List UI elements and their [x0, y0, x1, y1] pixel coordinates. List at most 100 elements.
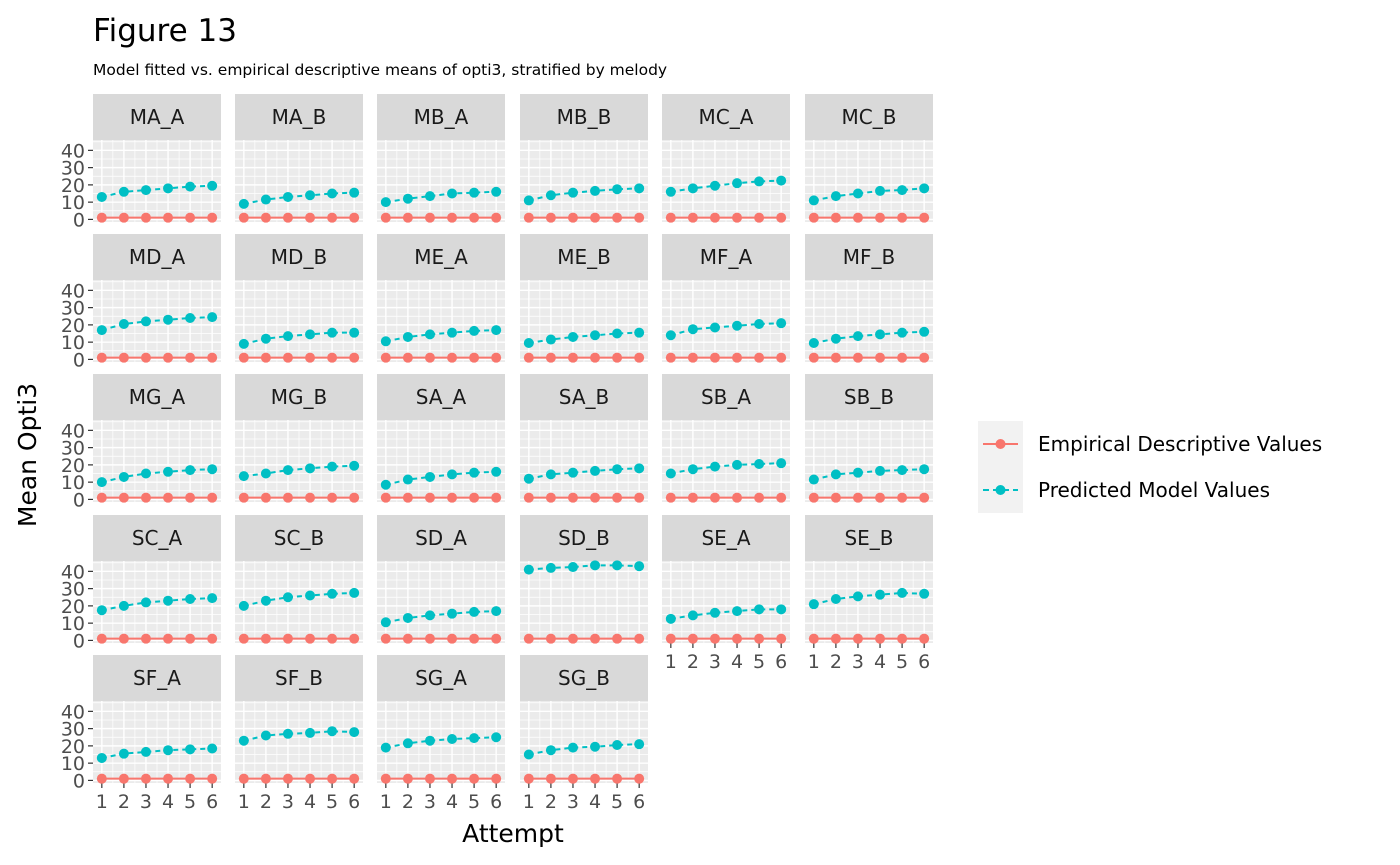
facet-strip-label: SC_B — [274, 526, 324, 550]
empirical-point — [545, 492, 556, 503]
predicted-point — [665, 468, 676, 479]
facet-strip-label: SE_B — [844, 526, 893, 550]
y-tick-label: 40 — [61, 280, 85, 302]
x-tick-label: 3 — [709, 651, 721, 673]
predicted-point — [282, 592, 293, 603]
predicted-point — [875, 185, 886, 196]
empirical-point — [830, 352, 841, 363]
predicted-point — [590, 330, 601, 341]
predicted-point — [852, 467, 863, 478]
predicted-point — [207, 593, 218, 604]
empirical-point — [612, 352, 623, 363]
empirical-point — [567, 633, 578, 644]
empirical-point — [424, 212, 435, 223]
predicted-point — [523, 749, 534, 760]
predicted-point — [776, 175, 787, 186]
predicted-point — [732, 606, 743, 617]
empirical-point — [469, 633, 480, 644]
predicted-point — [118, 319, 129, 330]
empirical-point — [238, 352, 249, 363]
y-tick-label: 30 — [61, 719, 85, 741]
facet-strip-label: SD_A — [415, 526, 467, 550]
facet-strip — [93, 234, 221, 280]
predicted-point — [118, 186, 129, 197]
facet-strip-label: SF_B — [275, 666, 323, 690]
x-tick-label: 4 — [589, 791, 601, 813]
empirical-point — [634, 492, 645, 503]
legend-key-predicted-point — [995, 485, 1006, 495]
predicted-point — [424, 610, 435, 621]
predicted-point — [612, 740, 623, 751]
predicted-point — [590, 185, 601, 196]
empirical-point — [612, 492, 623, 503]
empirical-point — [469, 212, 480, 223]
predicted-point — [140, 597, 151, 608]
predicted-point — [897, 185, 908, 196]
predicted-point — [687, 324, 698, 335]
predicted-point — [185, 312, 196, 323]
y-tick-label: 30 — [61, 298, 85, 320]
predicted-point — [163, 745, 174, 756]
empirical-point — [491, 773, 502, 784]
empirical-point — [754, 492, 765, 503]
predicted-point — [305, 463, 316, 474]
empirical-point — [380, 212, 391, 223]
predicted-point — [447, 469, 458, 480]
empirical-point — [491, 633, 502, 644]
x-tick-label: 1 — [96, 791, 108, 813]
y-tick-label: 30 — [61, 579, 85, 601]
empirical-point — [830, 492, 841, 503]
empirical-point — [687, 633, 698, 644]
empirical-point — [163, 212, 174, 223]
predicted-point — [207, 312, 218, 323]
empirical-point — [523, 212, 534, 223]
predicted-point — [491, 186, 502, 197]
empirical-point — [590, 492, 601, 503]
x-tick-label: 1 — [238, 791, 250, 813]
predicted-point — [163, 466, 174, 477]
predicted-point — [424, 471, 435, 482]
predicted-point — [349, 327, 360, 338]
predicted-point — [634, 561, 645, 572]
facet-strip-label: MD_A — [129, 245, 186, 269]
facet-sf-b: SF_B 1 2 3 4 5 6 — [235, 655, 363, 813]
empirical-point — [852, 492, 863, 503]
empirical-point — [634, 352, 645, 363]
facet-mc-b: MC_B — [805, 94, 933, 223]
facet-strip-label: MA_B — [272, 105, 327, 129]
empirical-point — [612, 633, 623, 644]
empirical-point — [185, 773, 196, 784]
y-tick-label: 40 — [61, 701, 85, 723]
x-tick-label: 2 — [830, 651, 842, 673]
facet-sg-b: SG_B 1 2 3 4 5 6 — [520, 655, 648, 813]
predicted-point — [634, 463, 645, 474]
predicted-point — [96, 752, 107, 763]
predicted-point — [634, 739, 645, 750]
predicted-point — [260, 730, 271, 741]
predicted-point — [612, 328, 623, 339]
predicted-point — [919, 326, 930, 337]
empirical-point — [665, 633, 676, 644]
facet-strip — [235, 655, 363, 701]
predicted-point — [545, 334, 556, 345]
predicted-point — [875, 589, 886, 600]
predicted-point — [709, 180, 720, 191]
y-tick-label: 10 — [61, 192, 85, 214]
predicted-point — [380, 336, 391, 347]
predicted-point — [163, 183, 174, 194]
facet-strip-label: SG_B — [558, 666, 610, 690]
empirical-point — [327, 633, 338, 644]
predicted-point — [238, 600, 249, 611]
y-tick-label: 40 — [61, 420, 85, 442]
empirical-point — [545, 352, 556, 363]
predicted-point — [545, 190, 556, 201]
empirical-point — [424, 773, 435, 784]
legend-key-background — [978, 421, 1023, 513]
empirical-point — [665, 492, 676, 503]
empirical-point — [349, 212, 360, 223]
x-tick-label: 6 — [633, 791, 645, 813]
x-tick-label: 4 — [731, 651, 743, 673]
predicted-point — [491, 732, 502, 743]
